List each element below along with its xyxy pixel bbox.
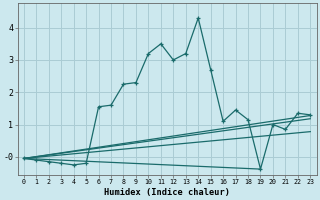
X-axis label: Humidex (Indice chaleur): Humidex (Indice chaleur) (104, 188, 230, 197)
